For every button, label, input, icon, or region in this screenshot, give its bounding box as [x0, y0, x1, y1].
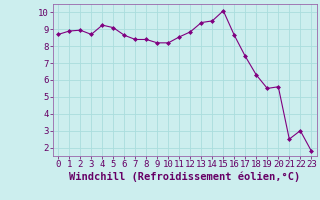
X-axis label: Windchill (Refroidissement éolien,°C): Windchill (Refroidissement éolien,°C) [69, 172, 300, 182]
